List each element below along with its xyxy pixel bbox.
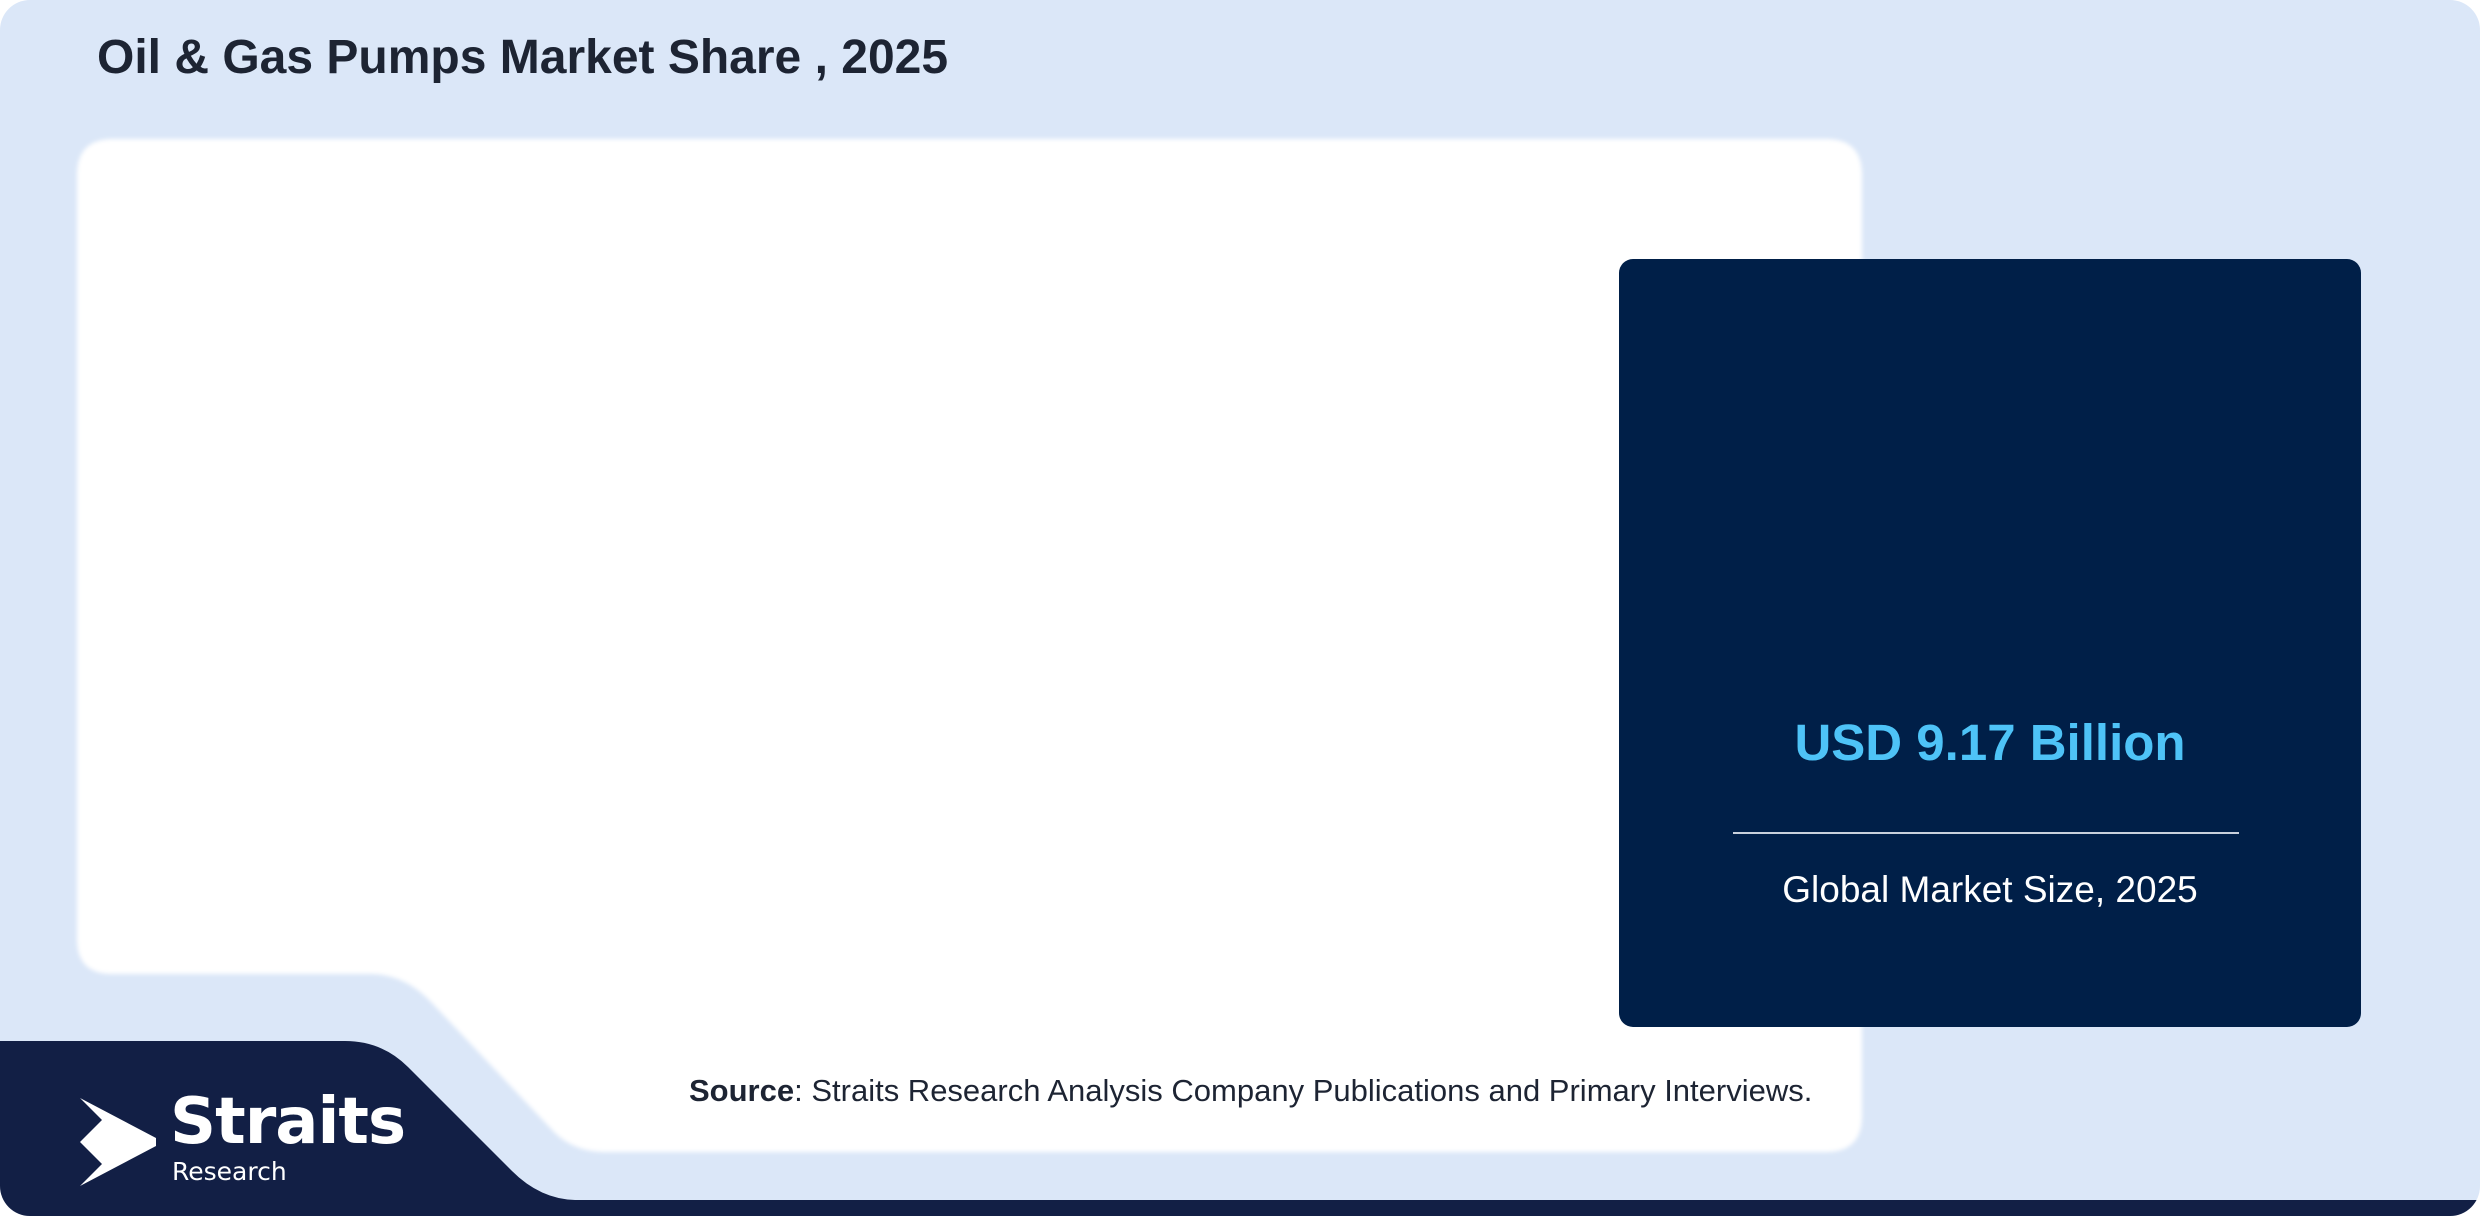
footer-band [0,1041,2480,1216]
stat-divider [1733,832,2239,834]
straits-arrow-icon [80,1098,156,1186]
page-title: Oil & Gas Pumps Market Share , 2025 [97,31,949,84]
logo-subtitle: Research [172,1157,287,1186]
logo-name: Straits [170,1085,406,1159]
source-label: Source [689,1073,795,1108]
source-text: : Straits Research Analysis Company Publ… [794,1073,1813,1108]
market-size-card: USD 9.17 Billion Global Market Size, 202… [1619,259,2361,1027]
straits-research-logo: Straits Research [80,1090,406,1188]
market-size-label: Global Market Size, 2025 [1782,869,2198,910]
chart-panel [77,139,1862,1152]
market-size-value: USD 9.17 Billion [1794,714,2186,771]
source-note: Source: Straits Research Analysis Compan… [689,1073,1812,1109]
